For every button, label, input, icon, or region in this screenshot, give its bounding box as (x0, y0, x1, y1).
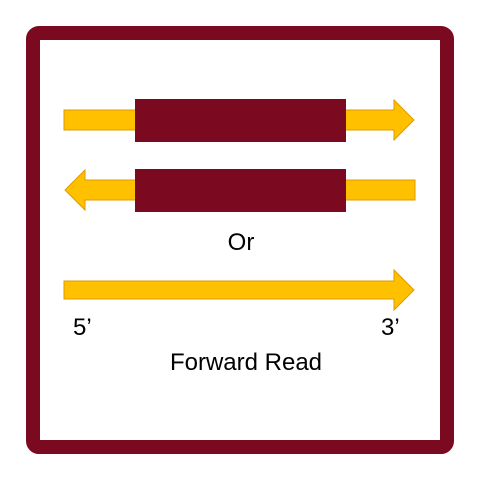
five-prime-label: 5’ (73, 314, 92, 341)
insert-block (135, 99, 346, 142)
forward-read-label: Forward Read (170, 349, 322, 376)
insert-block (135, 169, 346, 212)
forward-read-arrow-group (63, 268, 415, 312)
construct-left-with-insert (64, 168, 416, 212)
or-label: Or (228, 229, 255, 256)
three-prime-label: 3’ (381, 314, 400, 341)
forward-read-arrow (63, 268, 415, 312)
construct-right-with-insert (63, 98, 415, 142)
diagram-frame (26, 26, 454, 454)
